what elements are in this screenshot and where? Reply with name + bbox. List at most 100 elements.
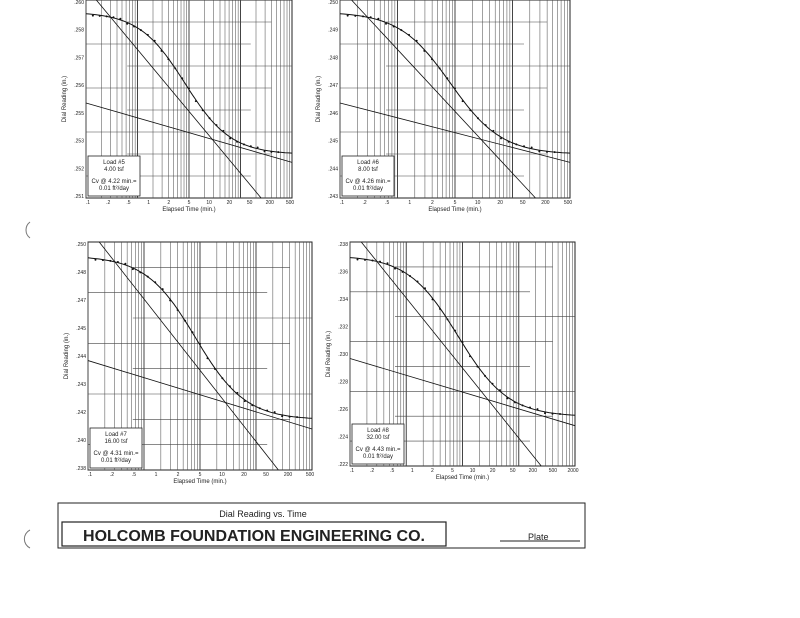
company-box <box>61 521 447 547</box>
reading-dot <box>258 407 261 410</box>
reading-dot <box>208 117 211 120</box>
reading-dot <box>392 25 395 28</box>
reading-dot <box>251 404 254 407</box>
y-tick-label: .253 <box>74 139 84 145</box>
reading-dot <box>401 270 404 273</box>
x-tick-label: 200 <box>284 472 293 478</box>
reading-dot <box>94 258 97 261</box>
reading-dot <box>536 408 539 411</box>
reading-dot <box>181 77 184 80</box>
y-tick-label: .246 <box>328 111 338 117</box>
reading-dot <box>499 389 501 392</box>
reading-dot <box>469 355 471 358</box>
tangent-line <box>351 0 536 199</box>
reading-dot <box>461 100 464 103</box>
x-tick-label: .5 <box>126 200 130 206</box>
reading-dot <box>416 280 419 283</box>
load-box <box>87 155 141 197</box>
y-tick-label: .255 <box>74 111 84 117</box>
reading-dot <box>273 411 276 414</box>
reading-dot <box>371 259 374 262</box>
load-text: 0.01 ft²/day <box>101 458 131 464</box>
reading-dot <box>146 275 149 278</box>
reading-dot <box>364 258 366 261</box>
x-tick-label: 2 <box>167 200 170 206</box>
tangent-line <box>339 102 571 163</box>
y-tick-label: .251 <box>74 194 84 200</box>
reading-dot <box>206 357 209 360</box>
x-tick-label: 50 <box>510 468 516 474</box>
reading-dot <box>188 87 190 90</box>
x-tick-label: .2 <box>106 200 110 206</box>
reading-dot <box>161 288 164 291</box>
reading-dot <box>500 137 502 140</box>
reading-dot <box>201 109 204 112</box>
x-tick-label: .1 <box>86 200 90 206</box>
reading-dot <box>544 412 546 415</box>
x-tick-label: 1 <box>411 468 414 474</box>
reading-dot <box>112 16 115 19</box>
reading-dot <box>91 14 94 17</box>
reading-dot <box>281 415 284 418</box>
x-tick-label: .5 <box>390 468 394 474</box>
x-tick-label: 10 <box>470 468 476 474</box>
caption: Dial Reading vs. Time <box>219 509 307 519</box>
reading-dot <box>362 15 364 18</box>
y-tick-label: .245 <box>328 139 338 145</box>
reading-dot <box>553 151 556 154</box>
reading-dot <box>356 258 359 261</box>
reading-dot <box>515 143 518 146</box>
x-tick-label: 50 <box>247 200 253 206</box>
reading-dot <box>377 17 380 20</box>
y-tick-label: .258 <box>74 28 84 34</box>
load-text: Cv @ 4.43 min.= <box>356 447 401 453</box>
reading-dot <box>461 341 464 344</box>
y-tick-label: .224 <box>338 435 348 441</box>
y-tick-label: .234 <box>338 297 348 303</box>
reading-dot <box>139 29 142 32</box>
reading-dot <box>229 137 232 140</box>
reading-dot <box>296 416 299 419</box>
y-axis-label: Dial Reading (in.) <box>62 76 68 122</box>
x-tick-label: 200 <box>266 200 275 206</box>
y-axis-label: Dial Reading (in.) <box>64 333 70 379</box>
reading-dot <box>529 406 531 409</box>
x-tick-label: 20 <box>241 472 247 478</box>
y-tick-label: .230 <box>338 352 348 358</box>
reading-dot <box>242 143 245 146</box>
y-tick-label: .247 <box>76 298 86 304</box>
x-tick-label: 1 <box>147 200 150 206</box>
reading-dot <box>215 124 218 127</box>
reading-dot <box>409 275 411 278</box>
y-tick-label: .256 <box>74 83 84 89</box>
title-block <box>57 502 586 549</box>
reading-dot <box>154 281 157 284</box>
curve <box>87 257 313 419</box>
reading-dot <box>160 49 163 52</box>
reading-dot <box>277 151 280 154</box>
reading-dot <box>153 39 156 42</box>
reading-dot <box>98 14 101 17</box>
x-tick-label: 2 <box>177 472 180 478</box>
tangent-line <box>85 102 293 163</box>
punch-hole <box>25 221 31 239</box>
reading-dot <box>386 262 389 265</box>
x-tick-label: 50 <box>263 472 269 478</box>
x-tick-label: .2 <box>370 468 374 474</box>
y-tick-label: .238 <box>76 466 86 472</box>
reading-dot <box>469 109 472 112</box>
reading-dot <box>454 87 456 90</box>
reading-dot <box>105 15 108 18</box>
load-text: Cv @ 4.26 min.= <box>346 179 391 185</box>
x-axis-label: Elapsed Time (min.) <box>428 207 481 213</box>
x-tick-label: .2 <box>363 200 367 206</box>
x-tick-label: 200 <box>541 200 550 206</box>
reading-dot <box>119 17 122 20</box>
y-tick-label: .240 <box>76 438 86 444</box>
y-tick-label: .236 <box>338 270 348 276</box>
reading-dot <box>101 259 104 262</box>
reading-dot <box>408 33 410 36</box>
load-text: 16.00 tsf <box>104 439 127 445</box>
x-tick-label: 2 <box>431 468 434 474</box>
reading-dot <box>454 329 456 332</box>
